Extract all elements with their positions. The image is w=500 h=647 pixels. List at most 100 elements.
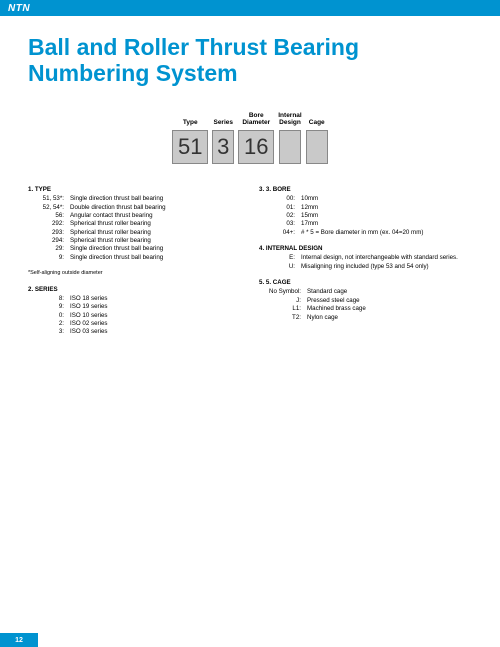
definition-row: E:Internal design, not interchangeable w…: [259, 254, 472, 262]
definition-value: Spherical thrust roller bearing: [70, 229, 241, 237]
diagram-box: Internal Design: [278, 113, 301, 164]
definition-value: Single direction thrust ball bearing: [70, 245, 241, 253]
box-value: [279, 130, 301, 164]
definition-value: Machined brass cage: [307, 305, 472, 313]
left-column: 1. TYPE 51, 53*:Single direction thrust …: [28, 186, 241, 345]
definition-value: Single direction thrust ball bearing: [70, 195, 241, 203]
definition-row: 8:ISO 18 series: [28, 295, 241, 303]
definition-key: 294:: [28, 237, 70, 245]
definition-row: 29:Single direction thrust ball bearing: [28, 245, 241, 253]
definition-row: 52, 54*:Double direction thrust ball bea…: [28, 204, 241, 212]
definition-key: 292:: [28, 220, 70, 228]
definition-value: Spherical thrust roller bearing: [70, 237, 241, 245]
box-value: 3: [212, 130, 234, 164]
definition-row: 2:ISO 02 series: [28, 320, 241, 328]
definition-key: 29:: [28, 245, 70, 253]
definition-value: Angular contact thrust bearing: [70, 212, 241, 220]
definition-key: 01:: [259, 204, 301, 212]
definition-value: Internal design, not interchangeable wit…: [301, 254, 472, 262]
definition-value: Pressed steel cage: [307, 297, 472, 305]
definition-key: J:: [259, 297, 307, 305]
definition-value: 17mm: [301, 220, 472, 228]
series-rows: 8:ISO 18 series9:ISO 19 series0:ISO 10 s…: [28, 295, 241, 337]
definition-key: 51, 53*:: [28, 195, 70, 203]
definition-value: Standard cage: [307, 288, 472, 296]
definition-key: 0:: [28, 312, 70, 320]
box-value: 16: [238, 130, 274, 164]
definition-value: 10mm: [301, 195, 472, 203]
definition-value: ISO 18 series: [70, 295, 241, 303]
definition-key: 03:: [259, 220, 301, 228]
series-head: 2. SERIES: [28, 286, 241, 294]
definition-key: 9:: [28, 303, 70, 311]
definition-value: ISO 19 series: [70, 303, 241, 311]
definition-key: No Symbol:: [259, 288, 307, 296]
box-label: Bore Diameter: [242, 113, 270, 127]
definition-row: 9:ISO 19 series: [28, 303, 241, 311]
definition-row: T2:Nylon cage: [259, 314, 472, 322]
definition-row: 02:15mm: [259, 212, 472, 220]
definition-key: E:: [259, 254, 301, 262]
definition-value: # * 5 = Bore diameter in mm (ex. 04=20 m…: [301, 229, 472, 237]
definition-row: U:Misaligning ring included (type 53 and…: [259, 263, 472, 271]
type-rows: 51, 53*:Single direction thrust ball bea…: [28, 195, 241, 262]
cage-head: 5. 5. CAGE: [259, 279, 472, 287]
page-number: 12: [0, 633, 38, 647]
definition-key: 56:: [28, 212, 70, 220]
definition-key: U:: [259, 263, 301, 271]
right-column: 3. 3. BORE 00:10mm01:12mm02:15mm03:17mm0…: [259, 186, 472, 345]
definition-key: 52, 54*:: [28, 204, 70, 212]
footnote: *Self-aligning outside diameter: [28, 270, 241, 277]
diagram-box: Bore Diameter 16: [238, 113, 274, 164]
diagram-box: Cage: [306, 113, 328, 164]
definition-row: 292:Spherical thrust roller bearing: [28, 220, 241, 228]
definition-key: 3:: [28, 328, 70, 336]
definition-key: 293:: [28, 229, 70, 237]
bore-section: 3. 3. BORE 00:10mm01:12mm02:15mm03:17mm0…: [259, 186, 472, 237]
definitions-columns: 1. TYPE 51, 53*:Single direction thrust …: [28, 186, 472, 345]
definition-row: 00:10mm: [259, 195, 472, 203]
definition-key: 8:: [28, 295, 70, 303]
diagram-box: Type 51: [172, 113, 208, 164]
definition-row: 0:ISO 10 series: [28, 312, 241, 320]
box-label: Type: [183, 113, 198, 127]
definition-row: 56:Angular contact thrust bearing: [28, 212, 241, 220]
definition-key: 2:: [28, 320, 70, 328]
brand-logo: NTN: [8, 3, 30, 14]
type-head: 1. TYPE: [28, 186, 241, 194]
definition-value: Single direction thrust ball bearing: [70, 254, 241, 262]
series-section: 2. SERIES 8:ISO 18 series9:ISO 19 series…: [28, 286, 241, 337]
bore-head: 3. 3. BORE: [259, 186, 472, 194]
definition-value: 12mm: [301, 204, 472, 212]
box-label: Internal Design: [278, 113, 301, 127]
definition-row: 294:Spherical thrust roller bearing: [28, 237, 241, 245]
definition-row: 293:Spherical thrust roller bearing: [28, 229, 241, 237]
definition-value: Nylon cage: [307, 314, 472, 322]
box-label: Series: [213, 113, 233, 127]
definition-value: Misaligning ring included (type 53 and 5…: [301, 263, 472, 271]
definition-value: ISO 03 series: [70, 328, 241, 336]
definition-key: 04+:: [259, 229, 301, 237]
definition-value: Spherical thrust roller bearing: [70, 220, 241, 228]
definition-value: Double direction thrust ball bearing: [70, 204, 241, 212]
internal-section: 4. INTERNAL DESIGN E:Internal design, no…: [259, 245, 472, 271]
diagram-box: Series 3: [212, 113, 234, 164]
definition-row: 04+:# * 5 = Bore diameter in mm (ex. 04=…: [259, 229, 472, 237]
definition-key: 9:: [28, 254, 70, 262]
definition-row: 03:17mm: [259, 220, 472, 228]
definition-row: No Symbol:Standard cage: [259, 288, 472, 296]
definition-value: 15mm: [301, 212, 472, 220]
cage-section: 5. 5. CAGE No Symbol:Standard cageJ:Pres…: [259, 279, 472, 322]
bore-rows: 00:10mm01:12mm02:15mm03:17mm04+:# * 5 = …: [259, 195, 472, 237]
box-value: 51: [172, 130, 208, 164]
definition-key: 00:: [259, 195, 301, 203]
definition-row: J:Pressed steel cage: [259, 297, 472, 305]
internal-rows: E:Internal design, not interchangeable w…: [259, 254, 472, 271]
definition-row: 3:ISO 03 series: [28, 328, 241, 336]
box-value: [306, 130, 328, 164]
definition-key: L1:: [259, 305, 307, 313]
definition-key: 02:: [259, 212, 301, 220]
box-label: Cage: [309, 113, 325, 127]
cage-rows: No Symbol:Standard cageJ:Pressed steel c…: [259, 288, 472, 321]
definition-row: L1:Machined brass cage: [259, 305, 472, 313]
